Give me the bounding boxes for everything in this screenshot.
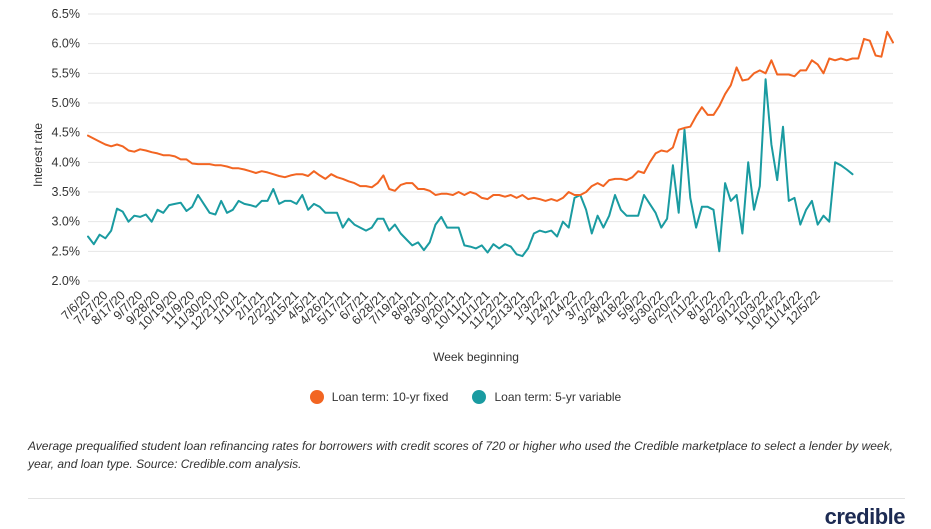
y-tick-label: 4.0% <box>52 155 81 169</box>
y-tick-label: 4.5% <box>52 126 81 140</box>
series-line-5yr-variable <box>87 78 854 258</box>
x-axis-title: Week beginning <box>433 350 519 364</box>
legend-swatch-10yr-fixed <box>309 390 324 404</box>
chart-caption: Average prequalified student loan refina… <box>28 439 893 471</box>
y-tick-label: 3.5% <box>52 185 81 199</box>
y-tick-label: 6.0% <box>52 37 81 51</box>
legend-swatch-5yr-variable <box>472 390 487 404</box>
chart-legend: Loan term: 10-yr fixed Loan term: 5-yr v… <box>0 390 931 404</box>
legend-label-5yr-variable: Loan term: 5-yr variable <box>494 390 622 404</box>
line-chart: 2.0% 2.5% 3.0% 3.5% 4.0% 4.5% 5.0% 5.5% 6.0% 6.5%… <box>31 7 894 364</box>
legend-label-10yr-fixed: Loan term: 10-yr fixed <box>331 390 449 404</box>
y-tick-label: 5.5% <box>52 66 81 80</box>
legend-item-5yr-variable[interactable]: Loan term: 5-yr variable <box>472 390 621 404</box>
y-tick-label: 5.0% <box>52 96 81 110</box>
credible-logo: credible <box>824 504 906 529</box>
y-tick-label: 6.5% <box>52 7 81 21</box>
y-tick-label: 2.0% <box>52 274 81 288</box>
footer-divider <box>28 498 905 499</box>
legend-item-10yr-fixed[interactable]: Loan term: 10-yr fixed <box>309 390 449 404</box>
series-line-10yr-fixed <box>87 30 894 202</box>
y-tick-label: 3.0% <box>52 215 81 229</box>
y-axis-title: Interest rate <box>31 123 45 187</box>
y-tick-label: 2.5% <box>52 244 81 258</box>
